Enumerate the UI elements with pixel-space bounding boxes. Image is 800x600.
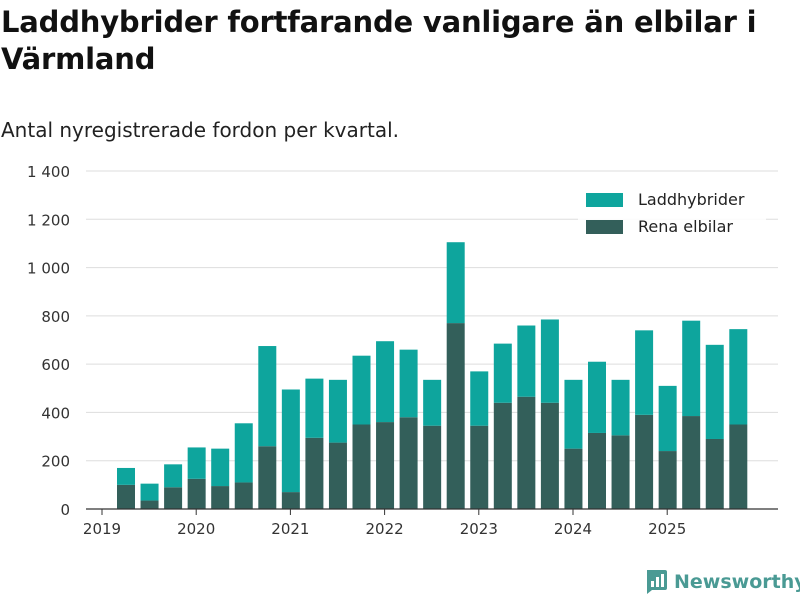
bar-rena-elbilar [705, 438, 724, 509]
bar-rena-elbilar [305, 437, 324, 509]
bar-rena-elbilar [658, 451, 677, 509]
x-tick-label: 2023 [460, 520, 498, 538]
bar-laddhybrider [658, 385, 677, 452]
bar-laddhybrider [564, 379, 583, 449]
x-tick-label: 2025 [648, 520, 686, 538]
bar-laddhybrider [211, 448, 230, 487]
bar-rena-elbilar [470, 425, 489, 509]
bar-laddhybrider [164, 464, 183, 488]
x-tick-label: 2020 [177, 520, 215, 538]
chart-title: Laddhybrider fortfarande vanligare än el… [1, 5, 757, 76]
bar-rena-elbilar [211, 486, 230, 509]
bar-rena-elbilar [140, 500, 159, 509]
bar-rena-elbilar [611, 435, 630, 509]
bar-laddhybrider [470, 371, 489, 426]
x-tick-label: 2021 [271, 520, 309, 538]
bar-laddhybrider [423, 379, 442, 426]
bar-laddhybrider [540, 319, 559, 403]
bar-laddhybrider [305, 378, 324, 438]
bar-rena-elbilar [423, 425, 442, 509]
bar-rena-elbilar [540, 402, 559, 509]
bar-rena-elbilar [588, 432, 606, 509]
y-tick-label: 0 [60, 501, 70, 519]
y-tick-label: 1 000 [27, 260, 70, 278]
bar-rena-elbilar [517, 396, 536, 509]
bar-rena-elbilar [729, 424, 748, 509]
y-tick-label: 400 [41, 404, 70, 422]
bar-laddhybrider [117, 467, 135, 485]
bar-rena-elbilar [564, 448, 583, 509]
bar-rena-elbilar [234, 482, 253, 509]
bar-laddhybrider [493, 343, 512, 403]
bar-laddhybrider [517, 325, 536, 397]
bar-rena-elbilar [399, 417, 418, 509]
newsworthy-logo-text: Newsworthy [674, 571, 800, 593]
legend-swatch-laddhybrider [586, 193, 623, 207]
bar-laddhybrider [588, 361, 606, 433]
bar-rena-elbilar [164, 487, 183, 509]
y-tick-label: 600 [41, 356, 70, 374]
bar-rena-elbilar [258, 446, 277, 509]
bar-rena-elbilar [682, 416, 701, 509]
bar-laddhybrider [376, 341, 395, 423]
newsworthy-logo-icon [647, 570, 667, 594]
bar-laddhybrider [446, 242, 465, 324]
bar-rena-elbilar [352, 424, 371, 509]
bar-laddhybrider [729, 329, 748, 425]
bar-laddhybrider [352, 355, 371, 425]
y-tick-label: 200 [41, 453, 70, 471]
bar-rena-elbilar [493, 402, 512, 509]
bar-rena-elbilar [328, 442, 347, 509]
bar-laddhybrider [187, 447, 206, 479]
bar-laddhybrider [328, 379, 347, 443]
x-tick-label: 2019 [83, 520, 121, 538]
chart-subtitle: Antal nyregistrerade fordon per kvartal. [1, 118, 400, 142]
x-tick-label: 2024 [554, 520, 592, 538]
legend-label-rena-elbilar: Rena elbilar [638, 217, 733, 236]
bar-laddhybrider [399, 349, 418, 418]
bar-laddhybrider [635, 330, 654, 415]
newsworthy-logo: Newsworthy [644, 569, 800, 595]
bar-rena-elbilar [376, 422, 395, 509]
bar-laddhybrider [140, 483, 159, 501]
bar-rena-elbilar [117, 484, 135, 509]
bar-laddhybrider [281, 389, 300, 493]
bar-rena-elbilar [446, 323, 465, 509]
y-tick-label: 1 400 [27, 163, 70, 181]
bar-laddhybrider [258, 346, 277, 447]
bar-rena-elbilar [635, 414, 654, 509]
y-tick-label: 800 [41, 308, 70, 326]
x-tick-label: 2022 [366, 520, 404, 538]
bar-laddhybrider [705, 344, 724, 439]
bar-laddhybrider [611, 379, 630, 436]
legend-swatch-rena-elbilar [586, 220, 623, 234]
bar-rena-elbilar [187, 478, 206, 509]
y-tick-label: 1 200 [27, 211, 70, 229]
bar-laddhybrider [682, 320, 701, 417]
bar-laddhybrider [234, 423, 253, 483]
legend-label-laddhybrider: Laddhybrider [638, 190, 745, 209]
bar-rena-elbilar [281, 492, 300, 509]
